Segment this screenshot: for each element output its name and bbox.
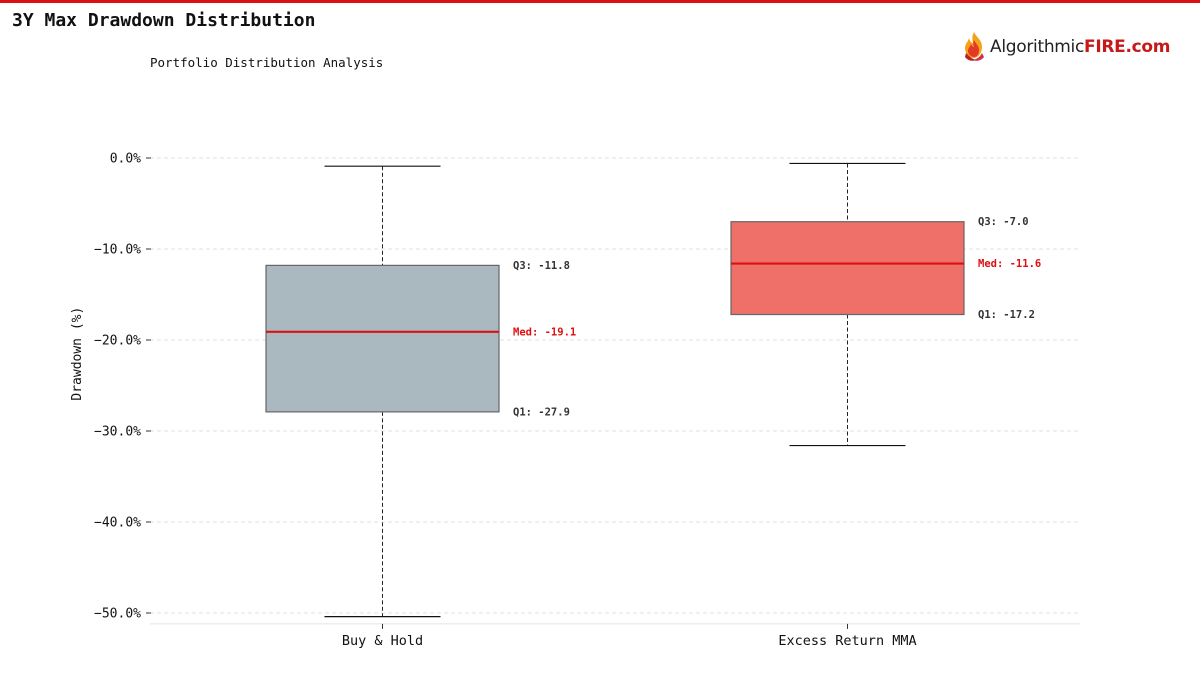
q1-label: Q1: -27.9 bbox=[513, 406, 570, 418]
box-excess-return-mma: Q3: -7.0 Med: -11.6 Q1: -17.2 Excess Return… bbox=[730, 162, 1041, 649]
y-tick-label: −30.0% bbox=[94, 425, 141, 440]
y-tick-label: −20.0% bbox=[94, 334, 141, 349]
flame-icon bbox=[965, 32, 984, 61]
y-tick-label: 0.0% bbox=[110, 152, 141, 167]
q3-label: Q3: -7.0 bbox=[978, 216, 1029, 228]
y-tick-label: −50.0% bbox=[94, 607, 141, 622]
x-category-label: Excess Return MMA bbox=[778, 633, 916, 649]
q3-label: Q3: -11.8 bbox=[513, 260, 570, 272]
top-accent-bar bbox=[0, 0, 1200, 3]
chart-title: 3Y Max Drawdown Distribution bbox=[12, 10, 316, 31]
x-category-label: Buy & Hold bbox=[342, 633, 423, 649]
y-axis: 0.0% −10.0% −20.0% −30.0% −40.0% −50.0% bbox=[94, 152, 151, 622]
brand-logo: AlgorithmicFIRE.com bbox=[960, 30, 1185, 64]
median-label: Med: -19.1 bbox=[513, 326, 576, 338]
iqr-box bbox=[265, 264, 500, 413]
box-buy-hold: Q3: -11.8 Med: -19.1 Q1: -27.9 Buy & Hold bbox=[265, 165, 576, 649]
y-axis-title: Drawdown (%) bbox=[70, 307, 85, 401]
q1-label: Q1: -17.2 bbox=[978, 309, 1035, 321]
iqr-box bbox=[730, 221, 965, 316]
y-tick-label: −40.0% bbox=[94, 516, 141, 531]
logo-text: AlgorithmicFIRE.com bbox=[990, 37, 1171, 57]
y-tick-label: −10.0% bbox=[94, 243, 141, 258]
logo-text-brand: FIRE.com bbox=[1084, 37, 1171, 57]
chart-subtitle: Portfolio Distribution Analysis bbox=[150, 55, 384, 70]
logo-text-main: Algorithmic bbox=[990, 37, 1085, 57]
median-label: Med: -11.6 bbox=[978, 258, 1041, 270]
